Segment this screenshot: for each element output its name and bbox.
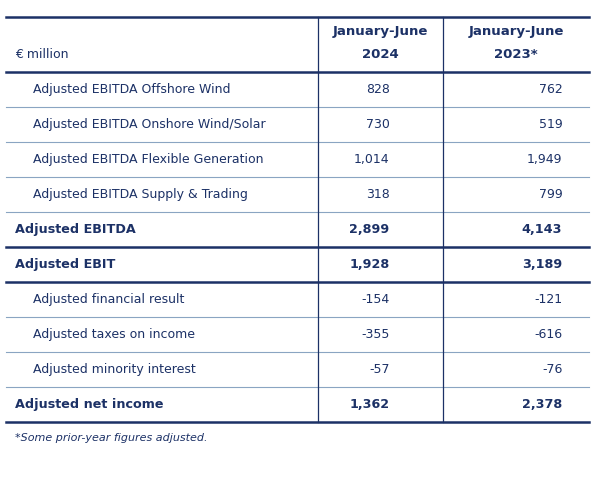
Text: 4,143: 4,143: [522, 223, 562, 236]
Text: -355: -355: [361, 328, 390, 341]
Text: 2,378: 2,378: [522, 398, 562, 411]
Text: -57: -57: [369, 363, 390, 376]
Text: 2024: 2024: [362, 48, 399, 61]
Text: 1,928: 1,928: [349, 258, 390, 271]
Text: 3,189: 3,189: [522, 258, 562, 271]
Text: 1,949: 1,949: [527, 153, 562, 166]
Text: 2,899: 2,899: [349, 223, 390, 236]
Text: -121: -121: [534, 293, 562, 306]
Text: Adjusted EBITDA Flexible Generation: Adjusted EBITDA Flexible Generation: [33, 153, 263, 166]
Text: Adjusted EBITDA: Adjusted EBITDA: [15, 223, 136, 236]
Text: January-June: January-June: [333, 25, 428, 38]
Text: -154: -154: [362, 293, 390, 306]
Text: Adjusted financial result: Adjusted financial result: [33, 293, 184, 306]
Text: Adjusted EBITDA Onshore Wind/Solar: Adjusted EBITDA Onshore Wind/Solar: [33, 118, 265, 131]
Text: 799: 799: [538, 188, 562, 201]
Text: Adjusted EBIT: Adjusted EBIT: [15, 258, 115, 271]
Text: 1,362: 1,362: [350, 398, 390, 411]
Text: Adjusted minority interest: Adjusted minority interest: [33, 363, 196, 376]
Text: 519: 519: [538, 118, 562, 131]
Text: Adjusted net income: Adjusted net income: [15, 398, 164, 411]
Text: *Some prior-year figures adjusted.: *Some prior-year figures adjusted.: [15, 433, 208, 444]
Text: 828: 828: [366, 83, 390, 96]
Text: 1,014: 1,014: [354, 153, 390, 166]
Text: € million: € million: [15, 48, 68, 61]
Text: -76: -76: [542, 363, 562, 376]
Text: 2023*: 2023*: [494, 48, 538, 61]
Text: Adjusted EBITDA Offshore Wind: Adjusted EBITDA Offshore Wind: [33, 83, 230, 96]
Text: January-June: January-June: [468, 25, 564, 38]
Text: 318: 318: [366, 188, 390, 201]
Text: -616: -616: [534, 328, 562, 341]
Text: 762: 762: [538, 83, 562, 96]
Text: Adjusted taxes on income: Adjusted taxes on income: [33, 328, 195, 341]
Text: 730: 730: [366, 118, 390, 131]
Text: Adjusted EBITDA Supply & Trading: Adjusted EBITDA Supply & Trading: [33, 188, 248, 201]
